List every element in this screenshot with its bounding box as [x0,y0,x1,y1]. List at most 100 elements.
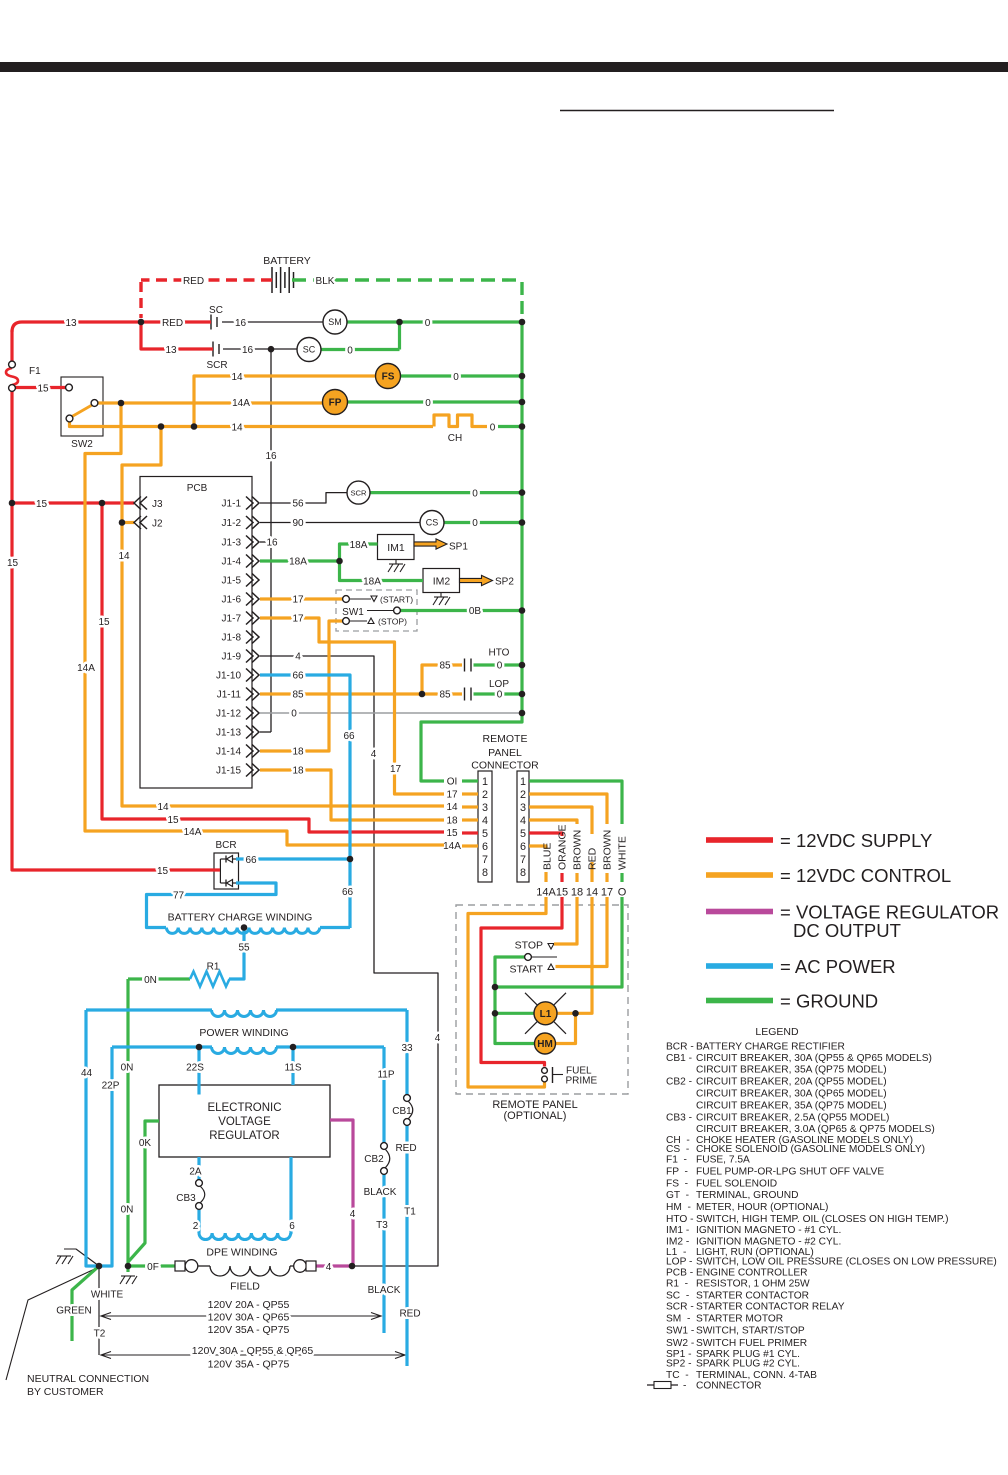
svg-text:14A: 14A [184,827,202,838]
svg-text:85: 85 [292,690,304,701]
svg-text:PANEL: PANEL [488,747,522,759]
svg-text:44: 44 [81,1068,93,1079]
svg-text:0: 0 [425,398,431,409]
svg-text:SWITCH, HIGH TEMP. OIL (CLOSES: SWITCH, HIGH TEMP. OIL (CLOSES ON HIGH T… [696,1214,948,1225]
svg-text:DC OUTPUT: DC OUTPUT [793,920,901,941]
svg-text:BLUE: BLUE [542,843,554,870]
svg-text:RED: RED [395,1143,416,1154]
svg-text:0: 0 [490,423,496,434]
svg-text:HM -: HM - [666,1202,691,1213]
svg-text:CB1: CB1 [392,1106,412,1117]
svg-text:120V 30A - QP55 & QP65: 120V 30A - QP55 & QP65 [192,1345,314,1357]
svg-text:90: 90 [292,518,304,529]
svg-text:BATTERY: BATTERY [263,255,310,267]
svg-text:17: 17 [601,887,613,899]
svg-text:SCR: SCR [206,360,227,371]
svg-text:0: 0 [472,518,478,529]
svg-text:2A: 2A [189,1167,202,1178]
svg-text:15: 15 [556,887,568,899]
svg-text:CIRCUIT BREAKER, 3.0A (QP65 &: CIRCUIT BREAKER, 3.0A (QP65 & QP75 MODEL… [696,1124,935,1135]
svg-text:(OPTIONAL): (OPTIONAL) [504,1110,567,1122]
svg-text:0: 0 [497,690,503,701]
svg-text:1: 1 [482,776,488,788]
svg-text:14A: 14A [536,887,556,899]
svg-text:16: 16 [242,345,254,356]
svg-text:J1-2: J1-2 [222,518,242,529]
svg-text:STARTER CONTACTOR RELAY: STARTER CONTACTOR RELAY [696,1302,845,1313]
svg-text:J1-5: J1-5 [222,576,242,587]
svg-text:16: 16 [235,318,247,329]
svg-text:J1-3: J1-3 [222,538,242,549]
svg-text:J1-15: J1-15 [216,766,241,777]
svg-text:0N: 0N [121,1063,134,1074]
svg-text:PCB -: PCB - [666,1268,693,1279]
svg-text:CS -: CS - [666,1144,689,1155]
svg-text:7: 7 [482,854,488,866]
svg-text:CB2: CB2 [364,1154,384,1165]
svg-text:33: 33 [401,1043,413,1054]
svg-text:SW2 -: SW2 - [666,1338,694,1349]
svg-text:LIGHT, RUN (OPTIONAL): LIGHT, RUN (OPTIONAL) [696,1247,814,1258]
svg-text:R1 -: R1 - [666,1279,688,1290]
svg-text:16: 16 [265,451,277,462]
svg-text:RED: RED [399,1309,420,1320]
svg-text:SM: SM [328,317,342,327]
svg-text:11S: 11S [284,1063,301,1074]
svg-text:17: 17 [390,764,402,775]
svg-text:STOP: STOP [515,940,543,952]
svg-text:IM1 -: IM1 - [666,1225,689,1236]
svg-text:POWER WINDING: POWER WINDING [199,1027,288,1039]
svg-text:CIRCUIT BREAKER, 2.5A (QP55 MO: CIRCUIT BREAKER, 2.5A (QP55 MODEL) [696,1113,889,1124]
svg-text:18: 18 [446,816,458,827]
svg-text:SW1 -: SW1 - [666,1326,694,1337]
svg-text:F1: F1 [29,366,41,377]
svg-text:J1-6: J1-6 [222,595,242,606]
svg-text:REMOTE: REMOTE [483,733,528,745]
svg-text:15: 15 [157,866,169,877]
svg-text:1: 1 [520,776,526,788]
svg-text:L1: L1 [540,1009,552,1020]
svg-text:4: 4 [350,1209,356,1220]
svg-text:CB2 -: CB2 - [666,1077,692,1088]
svg-text:WHITE: WHITE [617,836,629,870]
svg-text:SC: SC [303,345,316,355]
svg-text:F1 -: F1 - [666,1155,687,1166]
svg-text:VOLTAGE: VOLTAGE [218,1116,271,1128]
svg-text:J1-1: J1-1 [222,499,242,510]
svg-text:OI: OI [447,777,458,788]
svg-text:IGNITION MAGNETO - #2 CYL.: IGNITION MAGNETO - #2 CYL. [696,1237,841,1248]
svg-text:TC -: TC - [666,1370,689,1381]
svg-text:SP2 -: SP2 - [666,1359,691,1370]
svg-text:2: 2 [482,789,488,801]
svg-text:14: 14 [157,802,169,813]
svg-text:14: 14 [231,372,243,383]
svg-text:120V 35A - QP75: 120V 35A - QP75 [208,1359,290,1371]
svg-text:FUEL PUMP-OR-LPG SHUT OFF VALV: FUEL PUMP-OR-LPG SHUT OFF VALVE [696,1167,884,1178]
svg-text:J1-10: J1-10 [216,671,241,682]
svg-text:17: 17 [292,614,304,625]
svg-text:0N: 0N [121,1205,134,1216]
svg-text:CH: CH [448,433,462,444]
svg-text:14: 14 [446,802,458,813]
svg-text:120V 30A - QP65: 120V 30A - QP65 [208,1312,290,1324]
svg-text:TERMINAL, GROUND: TERMINAL, GROUND [696,1190,798,1201]
svg-text:0: 0 [472,488,478,499]
svg-text:120V 20A - QP55: 120V 20A - QP55 [208,1299,290,1311]
svg-text:15: 15 [37,384,49,395]
svg-text:LOP -: LOP - [666,1257,692,1268]
svg-text:16: 16 [266,538,278,549]
svg-text:BY CUSTOMER: BY CUSTOMER [27,1386,104,1398]
svg-text:22S: 22S [186,1063,204,1074]
svg-text:6: 6 [520,841,526,853]
svg-text:BLACK: BLACK [364,1187,397,1198]
svg-text:66: 66 [343,731,355,742]
svg-text:66: 66 [292,671,304,682]
svg-text:85: 85 [439,690,451,701]
svg-text:T2: T2 [94,1329,106,1340]
svg-text:18A: 18A [350,540,368,551]
svg-text:SCR: SCR [350,488,367,497]
svg-text:SW1: SW1 [342,607,364,618]
svg-text:15: 15 [167,815,179,826]
svg-text:FP -: FP - [666,1167,688,1178]
svg-text:LOP: LOP [489,679,509,690]
